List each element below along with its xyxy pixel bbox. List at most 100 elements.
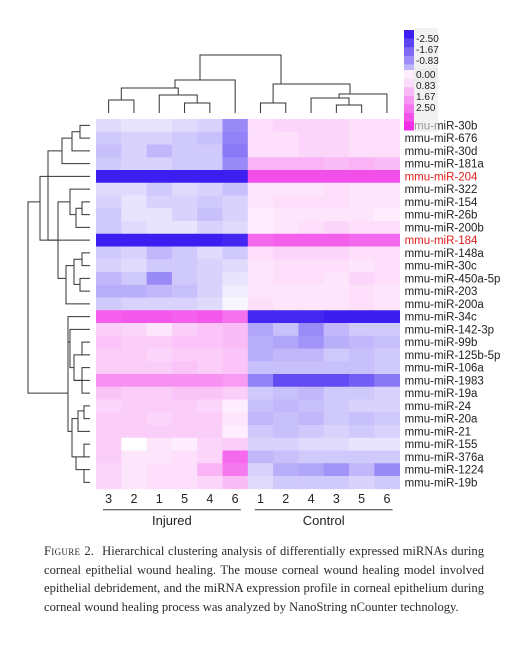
heatmap-cell bbox=[171, 272, 198, 286]
heatmap-cell bbox=[171, 348, 198, 362]
heatmap-cell bbox=[121, 361, 147, 375]
heatmap-cell bbox=[374, 170, 400, 184]
row-label: mmu-miR-30c bbox=[405, 261, 477, 273]
legend-tick-label: -0.83 bbox=[416, 56, 439, 67]
heatmap-cell bbox=[222, 425, 249, 439]
heatmap-cell bbox=[146, 233, 173, 247]
heatmap-cell bbox=[247, 119, 274, 133]
legend-tick-label: -2.50 bbox=[416, 34, 439, 45]
heatmap-cell bbox=[146, 476, 173, 490]
heatmap-cell bbox=[121, 399, 147, 413]
heatmap-cell bbox=[96, 437, 122, 451]
row-label: mmu-miR-322 bbox=[405, 184, 478, 196]
heatmap-cell bbox=[298, 246, 325, 260]
heatmap-cell bbox=[146, 259, 173, 273]
heatmap-cell bbox=[247, 182, 274, 196]
legend-tick-label: -1.67 bbox=[416, 45, 439, 56]
heatmap-cell bbox=[222, 399, 249, 413]
heatmap-cell bbox=[349, 450, 375, 464]
heatmap-cell bbox=[298, 425, 325, 439]
heatmap-cell bbox=[222, 476, 249, 490]
heatmap-cell bbox=[121, 297, 147, 311]
heatmap-cell bbox=[121, 195, 147, 209]
heatmap-cell bbox=[349, 348, 375, 362]
heatmap-cell bbox=[298, 119, 325, 133]
column-label: 5 bbox=[181, 492, 188, 506]
heatmap-cell bbox=[374, 182, 400, 196]
legend-swatch bbox=[404, 104, 414, 114]
heatmap-cell bbox=[96, 348, 122, 362]
heatmap-cell bbox=[222, 272, 249, 286]
heatmap-cell bbox=[298, 323, 325, 337]
heatmap-cell bbox=[273, 233, 299, 247]
heatmap-cell bbox=[374, 361, 400, 375]
heatmap-cell bbox=[197, 386, 223, 400]
heatmap-cell bbox=[171, 335, 198, 349]
heatmap-cell bbox=[197, 246, 223, 260]
heatmap-cell bbox=[197, 399, 223, 413]
heatmap-cell bbox=[374, 348, 400, 362]
column-label: 6 bbox=[232, 492, 239, 506]
row-label: mmu-miR-125b-5p bbox=[405, 350, 501, 362]
heatmap-cell bbox=[121, 386, 147, 400]
heatmap-cell bbox=[247, 476, 274, 490]
heatmap-cell bbox=[171, 195, 198, 209]
heatmap-cell bbox=[171, 476, 198, 490]
heatmap-cell bbox=[197, 157, 223, 171]
heatmap-cell bbox=[349, 131, 375, 145]
heatmap-cell bbox=[146, 399, 173, 413]
column-label: 6 bbox=[383, 492, 390, 506]
heatmap-cell bbox=[323, 297, 350, 311]
heatmap-cell bbox=[349, 259, 375, 273]
column-label: 1 bbox=[257, 492, 264, 506]
heatmap-cell bbox=[374, 208, 400, 222]
heatmap-cell bbox=[197, 208, 223, 222]
heatmap-cell bbox=[121, 131, 147, 145]
row-label: mmu-miR-155 bbox=[405, 439, 478, 451]
heatmap-cell bbox=[96, 246, 122, 260]
heatmap-cell bbox=[298, 221, 325, 235]
heatmap-cell bbox=[374, 119, 400, 133]
heatmap-cell bbox=[349, 437, 375, 451]
legend-swatch bbox=[404, 55, 414, 65]
heatmap-cell bbox=[146, 335, 173, 349]
heatmap-cell bbox=[323, 208, 350, 222]
heatmap-cell bbox=[146, 425, 173, 439]
heatmap-cell bbox=[349, 386, 375, 400]
legend-label-bg bbox=[414, 68, 438, 132]
heatmap-cell bbox=[323, 131, 350, 145]
group-label: Control bbox=[303, 513, 345, 528]
heatmap-cell bbox=[96, 297, 122, 311]
row-label: mmu-miR-30d bbox=[405, 146, 478, 158]
row-label: mmu-miR-204 bbox=[405, 171, 478, 183]
heatmap-cell bbox=[349, 170, 375, 184]
heatmap-cell bbox=[146, 412, 173, 426]
heatmap-cell bbox=[349, 412, 375, 426]
heatmap-cell bbox=[96, 310, 122, 324]
legend-swatch bbox=[404, 87, 414, 97]
heatmap-cell bbox=[298, 259, 325, 273]
column-dendrogram bbox=[108, 54, 388, 113]
column-label: 4 bbox=[308, 492, 315, 506]
heatmap-cell bbox=[96, 170, 122, 184]
heatmap-cell bbox=[146, 386, 173, 400]
heatmap-cell bbox=[96, 195, 122, 209]
heatmap-cell bbox=[374, 310, 400, 324]
heatmap-cell bbox=[323, 144, 350, 158]
heatmap-cell bbox=[197, 131, 223, 145]
heatmap-cell bbox=[96, 323, 122, 337]
heatmap-cell bbox=[171, 386, 198, 400]
heatmap-cell bbox=[298, 144, 325, 158]
heatmap-cell bbox=[197, 323, 223, 337]
heatmap-cell bbox=[121, 463, 147, 477]
row-label: mmu-miR-24 bbox=[405, 401, 472, 413]
heatmap-cell bbox=[298, 476, 325, 490]
heatmap-cell bbox=[298, 437, 325, 451]
heatmap-cell bbox=[222, 170, 249, 184]
heatmap-cell bbox=[323, 246, 350, 260]
heatmap-cell bbox=[298, 335, 325, 349]
heatmap-cell bbox=[146, 310, 173, 324]
heatmap-cell bbox=[298, 297, 325, 311]
heatmap-cell bbox=[247, 157, 274, 171]
row-label: mmu-miR-376a bbox=[405, 452, 485, 464]
